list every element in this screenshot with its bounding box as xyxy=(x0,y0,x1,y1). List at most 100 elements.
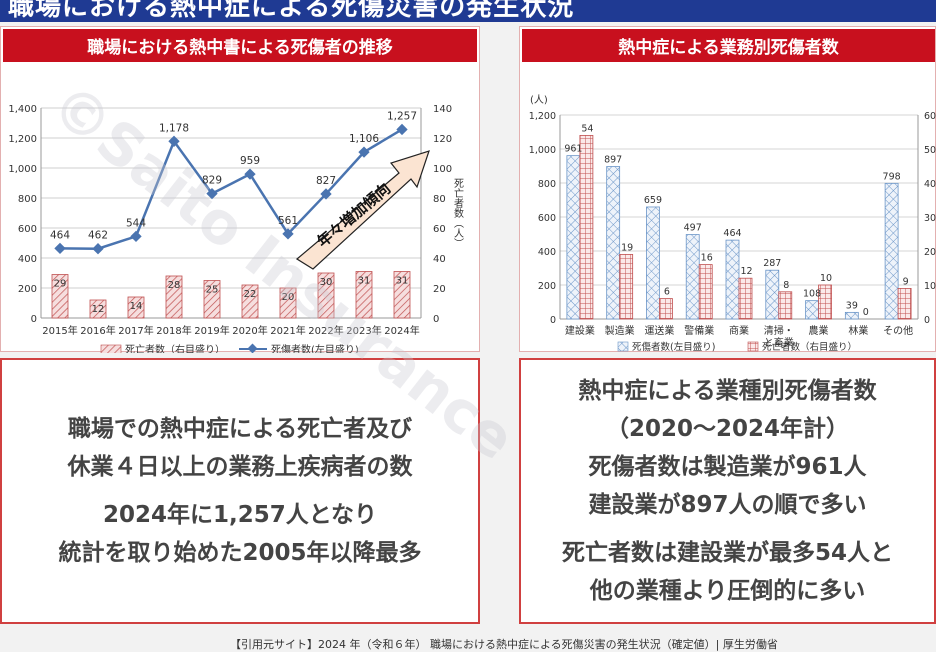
point-value-label: 1,257 xyxy=(387,110,417,122)
left-chart-header: 職場における熱中書による死傷者の推移 xyxy=(3,29,477,62)
bar-value-label: 12 xyxy=(92,304,105,315)
right-tick-label: 30 xyxy=(924,213,936,224)
x-tick-label: 2015年 xyxy=(42,324,77,337)
point-value-label: 1,106 xyxy=(349,133,379,145)
death-bar xyxy=(579,135,594,320)
left-tick-label: 600 xyxy=(18,224,37,235)
casualty-value-label: 497 xyxy=(684,223,702,234)
legend-line-label: 死傷者数(左目盛り) xyxy=(271,343,359,353)
left-tick-label: 400 xyxy=(18,254,37,265)
legend-bar-label: 死亡者数（右目盛り） xyxy=(125,343,225,353)
casualty-bar xyxy=(765,269,780,320)
x-tick-label: 運送業 xyxy=(644,324,674,337)
death-value-label: 6 xyxy=(664,287,670,298)
casualty-bar xyxy=(884,182,899,320)
death-value-label: 10 xyxy=(820,273,832,284)
casualty-point xyxy=(358,146,370,158)
death-bar xyxy=(778,291,793,320)
casualty-value-label: 287 xyxy=(763,258,781,269)
x-tick-label: 警備業 xyxy=(684,324,714,337)
summary-line: 熱中症による業種別死傷者数 xyxy=(578,378,877,404)
death-bar xyxy=(619,253,634,320)
casualty-value-label: 108 xyxy=(803,289,821,300)
x-tick-label: 2018年 xyxy=(156,324,191,337)
x-tick-label: 2023年 xyxy=(346,324,381,337)
casualty-point xyxy=(92,243,104,255)
casualty-bar xyxy=(566,155,581,320)
right-tick-label: 40 xyxy=(433,254,446,265)
summary-line: 職場での熱中症による死亡者及び xyxy=(67,416,413,442)
left-tick-label: 1,400 xyxy=(8,104,37,115)
bar-value-label: 31 xyxy=(396,276,409,287)
right-tick-label: 140 xyxy=(433,104,452,115)
death-bar xyxy=(203,280,221,319)
summary-line: 死傷者数は製造業が961人 xyxy=(588,454,867,480)
death-value-label: 19 xyxy=(621,242,633,253)
bar-value-label: 28 xyxy=(168,280,181,291)
legend-death-swatch xyxy=(747,341,759,352)
casualty-point xyxy=(206,187,218,200)
x-tick-label: 清掃・ xyxy=(764,324,794,337)
left-tick-label: 400 xyxy=(538,247,556,258)
x-tick-label: 2024年 xyxy=(384,324,419,337)
casualty-point xyxy=(244,168,256,180)
death-bar xyxy=(818,284,832,320)
casualty-bar xyxy=(805,300,819,320)
legend-casualty-swatch xyxy=(617,341,629,352)
casualty-value-label: 659 xyxy=(644,195,662,206)
casualty-value-label: 39 xyxy=(846,300,858,311)
bar-value-label: 31 xyxy=(358,276,371,287)
death-bar xyxy=(89,299,107,319)
point-value-label: 464 xyxy=(50,229,70,241)
legend-line-marker xyxy=(247,343,258,353)
casualty-bar xyxy=(646,206,660,320)
summary-line: （2020～2024年計） xyxy=(605,416,850,442)
casualty-line xyxy=(59,128,403,250)
x-tick-label: その他 xyxy=(883,324,913,337)
summary-line: 統計を取り始めた2005年以降最多 xyxy=(58,540,422,566)
right-summary-box: 熱中症による業種別死傷者数 （2020～2024年計） 死傷者数は製造業が961… xyxy=(519,358,936,624)
right-tick-label: 60 xyxy=(433,224,446,235)
left-tick-label: 1,200 xyxy=(529,111,556,122)
casualty-value-label: 897 xyxy=(604,155,622,166)
casualty-bar xyxy=(725,239,740,320)
death-bar xyxy=(165,275,183,319)
casualty-bar xyxy=(606,166,621,320)
death-bar xyxy=(51,274,69,319)
death-bar xyxy=(127,296,145,319)
summary-line: 2024年に1,257人となり xyxy=(102,502,378,528)
right-tick-label: 20 xyxy=(924,247,936,258)
right-tick-label: 0 xyxy=(924,315,930,326)
summary-line: 休業４日以上の業務上疾病者の数 xyxy=(67,454,413,480)
x-tick-label: と畜業 xyxy=(764,336,794,349)
casualty-point xyxy=(130,230,142,243)
x-tick-label: 林業 xyxy=(848,324,868,337)
death-bar xyxy=(738,277,753,320)
legend-death-label: 死亡者数（右目盛り） xyxy=(762,341,857,353)
point-value-label: 959 xyxy=(240,155,260,167)
casualty-bar xyxy=(685,234,700,320)
x-tick-label: 商業 xyxy=(729,324,749,337)
right-tick-label: 100 xyxy=(433,164,452,175)
left-tick-label: 600 xyxy=(538,213,556,224)
right-tick-label: 120 xyxy=(433,134,452,145)
summary-line: 死亡者数は建設業が最多54人と xyxy=(561,540,893,566)
right-tick-label: 60 xyxy=(924,111,936,122)
bar-value-label: 25 xyxy=(206,285,219,296)
left-tick-label: 200 xyxy=(18,284,37,295)
legend-casualty-label: 死傷者数(左目盛り) xyxy=(632,341,715,353)
right-tick-label: 40 xyxy=(924,179,936,190)
death-bar xyxy=(393,271,411,319)
death-bar xyxy=(241,284,259,319)
right-chart-header: 熱中症による業務別死傷者数 xyxy=(522,29,935,62)
left-chart-panel: 職場における熱中書による死傷者の推移 0 200 400 600 800 1,000 1,2… xyxy=(0,26,480,353)
bar-value-label: 29 xyxy=(54,279,67,290)
casualty-bar xyxy=(844,311,859,320)
death-bar xyxy=(317,272,335,319)
casualty-value-label: 961 xyxy=(564,144,582,155)
right-tick-label: 10 xyxy=(924,281,936,292)
left-tick-label: 800 xyxy=(538,179,556,190)
right-tick-label: 20 xyxy=(433,284,446,295)
death-value-label: 12 xyxy=(740,266,752,277)
death-bar xyxy=(279,287,297,319)
